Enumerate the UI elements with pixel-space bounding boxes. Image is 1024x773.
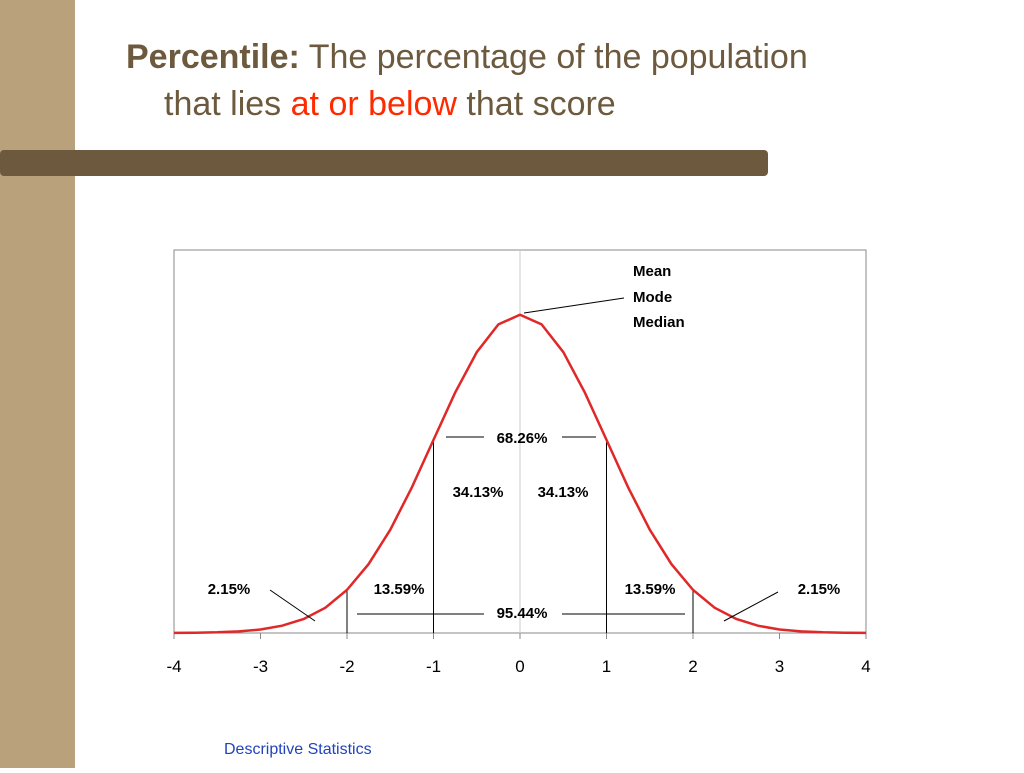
title: Percentile: The percentage of the popula…: [126, 38, 808, 76]
x-tick-label: -2: [339, 657, 354, 676]
side-stripe: [0, 0, 75, 768]
annotation: 34.13%: [453, 484, 504, 501]
annotations: Mean Mode Median 68.26% 34.13% 34.13% 13…: [208, 263, 841, 622]
title-2: that lies at or below that score: [164, 85, 616, 123]
title-text: The percentage of the population: [309, 38, 808, 76]
x-tick-label: 1: [602, 657, 611, 676]
annotation: 13.59%: [374, 581, 425, 598]
title-bar: [0, 150, 768, 176]
annotation: Median: [633, 314, 685, 331]
plot: -4 -3 -2 -1 0 1 2 3 4: [166, 250, 871, 676]
title-highlight: at or below: [291, 85, 458, 123]
x-tick-label: -3: [253, 657, 268, 676]
x-tick-label: 4: [861, 657, 870, 676]
title-bold: Percentile:: [126, 38, 300, 76]
x-tick-label: 0: [515, 657, 524, 676]
annotation: 34.13%: [538, 484, 589, 501]
x-tick-label: -4: [166, 657, 181, 676]
x-tick-label: 3: [775, 657, 784, 676]
x-tick-label: -1: [426, 657, 441, 676]
arrow: [723, 591, 779, 622]
arrow: [269, 589, 316, 622]
annotation: Mean: [633, 263, 671, 280]
title-text: that score: [466, 85, 615, 123]
annotation: 13.59%: [625, 581, 676, 598]
annotation: 95.44%: [497, 605, 548, 622]
x-tick-label: 2: [688, 657, 697, 676]
curve: [173, 313, 867, 635]
arrows: [269, 297, 779, 622]
annotation: 68.26%: [497, 430, 548, 447]
arrow: [523, 297, 625, 314]
annotation: 2.15%: [208, 581, 251, 598]
annotation: Mode: [633, 289, 672, 306]
title-text: that lies: [164, 85, 281, 123]
annotation: 2.15%: [798, 581, 841, 598]
footer: Descriptive Statistics: [224, 741, 372, 758]
